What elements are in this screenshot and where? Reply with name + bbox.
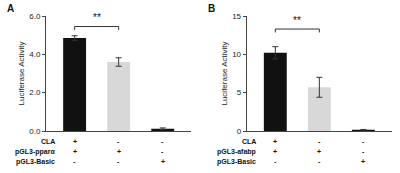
svg-text:-: - (73, 158, 76, 165)
svg-text:+: + (273, 138, 277, 145)
svg-text:-: - (161, 148, 164, 155)
svg-text:CLA: CLA (41, 138, 55, 145)
svg-text:6.0: 6.0 (29, 12, 41, 21)
svg-text:+: + (117, 148, 121, 155)
svg-text:5: 5 (237, 88, 242, 97)
svg-text:2.0: 2.0 (29, 88, 41, 97)
svg-text:0: 0 (237, 127, 242, 136)
svg-text:10: 10 (232, 50, 241, 59)
svg-text:-: - (117, 138, 120, 145)
svg-text:15: 15 (232, 12, 241, 21)
svg-text:-: - (362, 148, 365, 155)
svg-text:0.0: 0.0 (29, 127, 41, 136)
svg-text:4.0: 4.0 (29, 50, 41, 59)
svg-text:+: + (161, 158, 165, 165)
svg-text:+: + (317, 148, 321, 155)
svg-text:Luciferase Activity: Luciferase Activity (220, 41, 229, 105)
svg-text:**: ** (93, 12, 101, 23)
svg-text:-: - (318, 138, 321, 145)
svg-text:Luciferase Activity: Luciferase Activity (17, 41, 26, 105)
svg-text:+: + (273, 148, 277, 155)
svg-text:+: + (73, 148, 77, 155)
svg-text:-: - (274, 158, 277, 165)
svg-text:+: + (73, 138, 77, 145)
svg-text:A: A (7, 3, 14, 14)
svg-text:pGL3-pparα: pGL3-pparα (15, 148, 55, 156)
svg-text:-: - (362, 138, 365, 145)
svg-text:B: B (208, 3, 215, 14)
svg-text:pGL3-Basic: pGL3-Basic (16, 158, 55, 166)
svg-text:pGL3-afabp: pGL3-afabp (217, 148, 256, 156)
svg-text:**: ** (293, 15, 301, 26)
svg-text:-: - (161, 138, 164, 145)
svg-text:-: - (117, 158, 120, 165)
svg-text:+: + (361, 158, 365, 165)
svg-text:-: - (318, 158, 321, 165)
svg-text:CLA: CLA (242, 138, 256, 145)
svg-text:pGL3-Basic: pGL3-Basic (217, 158, 256, 166)
